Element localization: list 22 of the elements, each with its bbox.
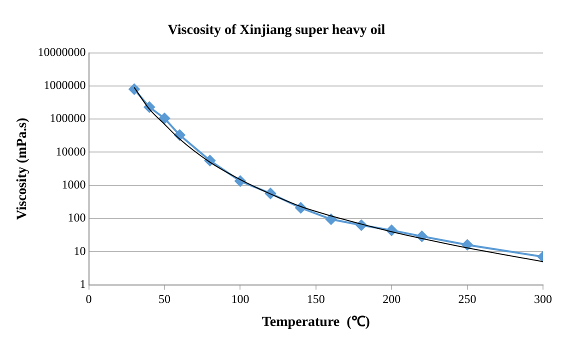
y-tick-label: 100000	[50, 111, 86, 126]
x-tick-label: 200	[382, 292, 401, 306]
x-tick-label: 50	[158, 292, 170, 306]
y-tick-label: 1000000	[44, 78, 86, 92]
y-axis-title: Viscosity (mPa.s)	[15, 117, 30, 220]
point	[326, 214, 337, 225]
chart-title: Viscosity of Xinjiang super heavy oil	[168, 23, 386, 38]
y-tick-label: 1	[80, 276, 86, 291]
y-tick-label: 10000	[56, 144, 86, 158]
x-axis-title: Temperature (℃)	[262, 315, 370, 330]
x-tick-label: 0	[86, 292, 92, 306]
y-tick-label: 100	[68, 210, 86, 225]
y-tick-label: 10000000	[38, 44, 86, 59]
y-tick-label: 1000	[62, 178, 86, 192]
point	[128, 84, 140, 95]
x-tick-label: 150	[306, 292, 325, 306]
x-tick-label: 250	[458, 292, 476, 306]
x-tick-label: 300	[534, 292, 552, 306]
point	[159, 112, 170, 124]
point	[462, 239, 473, 250]
x-tick-label: 100	[231, 292, 250, 306]
y-tick-label: 10	[74, 244, 86, 258]
